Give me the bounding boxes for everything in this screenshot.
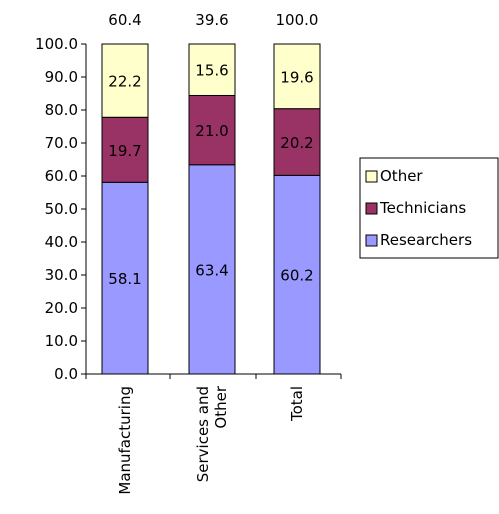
legend-label-other: Other	[380, 167, 423, 185]
x-category-label-line: Other	[212, 385, 230, 428]
x-category-label: Services and Other	[194, 385, 230, 482]
data-label: 19.6	[280, 68, 313, 86]
data-label: 19.7	[108, 142, 141, 160]
y-tick-label: 40.0	[45, 233, 78, 251]
bar-segment-technicians	[273, 108, 321, 176]
bar-total-label: 60.4	[108, 11, 141, 29]
data-label: 22.2	[108, 73, 141, 91]
legend: Other Technicians Researchers	[359, 157, 499, 259]
bar-segment-other	[101, 43, 149, 118]
x-category-label: Manufacturing	[116, 386, 134, 495]
y-tick-label: 60.0	[45, 167, 78, 185]
data-label: 20.2	[280, 134, 313, 152]
legend-label-technicians: Technicians	[379, 199, 466, 217]
y-tick-label: 50.0	[45, 200, 78, 218]
bar-segment-technicians	[101, 116, 149, 183]
bar-total-label: 100.0	[276, 11, 319, 29]
bar-segment-other	[188, 43, 236, 96]
legend-swatch-technicians	[365, 202, 378, 215]
y-tick-label: 20.0	[45, 299, 78, 317]
bar-segment-other	[273, 43, 321, 110]
legend-label-researchers: Researchers	[380, 231, 472, 249]
y-tick-label: 70.0	[45, 134, 78, 152]
data-label: 63.4	[195, 261, 228, 279]
bar-segment-researchers	[188, 164, 236, 375]
bar-segment-researchers	[101, 181, 149, 375]
data-label: 58.1	[108, 270, 141, 288]
x-category-label-line: Services and	[194, 386, 212, 482]
legend-box	[359, 157, 499, 259]
bar-segment-technicians	[188, 94, 236, 166]
y-tick-label: 100.0	[35, 35, 78, 53]
x-category-label-line: Manufacturing	[116, 386, 134, 495]
bar-total-label: 39.6	[195, 11, 228, 29]
legend-swatch-researchers	[365, 234, 378, 247]
plot-area: 0.0 10.0 20.0 30.0 40.0 50.0 60.0 70.0 80.0 90.0 1…	[35, 11, 342, 495]
y-tick-label: 30.0	[45, 266, 78, 284]
data-label: 60.2	[280, 267, 313, 285]
y-tick-label: 0.0	[54, 365, 78, 383]
y-tick-label: 80.0	[45, 101, 78, 119]
y-tick-label: 10.0	[45, 332, 78, 350]
data-label: 21.0	[195, 122, 228, 140]
x-category-label: Total	[288, 386, 306, 422]
data-label: 15.6	[195, 62, 228, 80]
legend-swatch-other	[365, 170, 378, 183]
y-tick-label: 90.0	[45, 68, 78, 86]
x-category-label-line: Total	[288, 386, 306, 422]
